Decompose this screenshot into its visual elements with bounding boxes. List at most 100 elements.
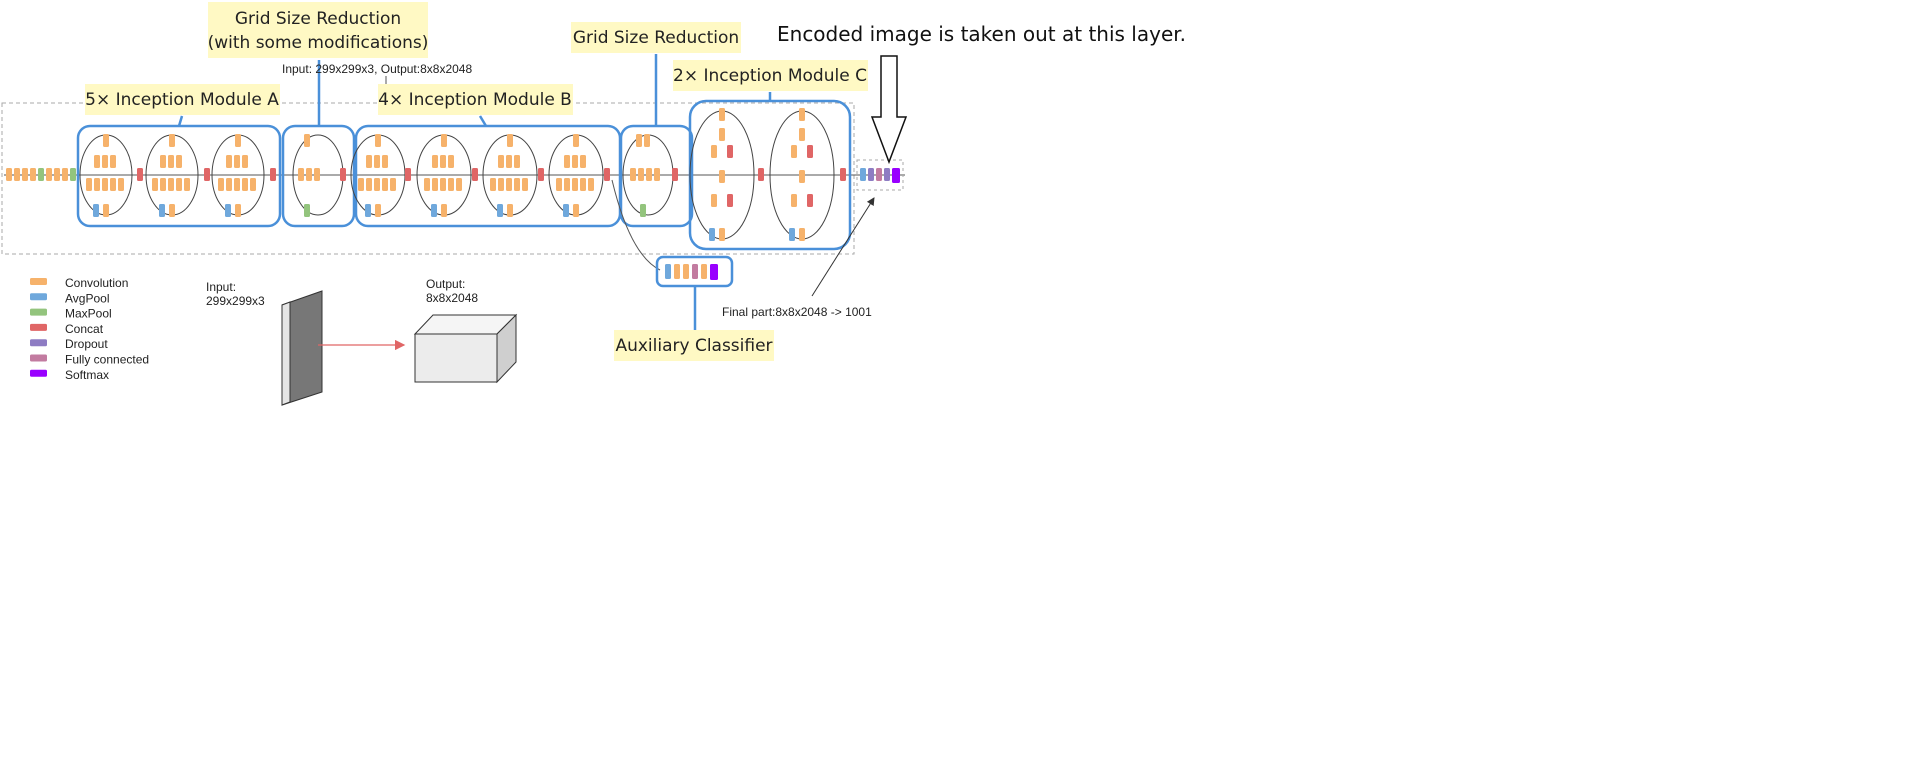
convolution-block (498, 178, 504, 191)
convolution-block (514, 155, 520, 168)
aux-classifier-blocks (665, 264, 718, 280)
convolution-block (683, 264, 689, 279)
convolution-block (235, 134, 241, 147)
callout-bg-module-a (85, 84, 280, 115)
concat-block (604, 168, 610, 181)
convolution-block (507, 134, 513, 147)
convolution-block (226, 178, 232, 191)
convolution-block (168, 155, 174, 168)
convolution-block (118, 178, 124, 191)
convolution-block (110, 155, 116, 168)
convolution-block (358, 178, 364, 191)
concat-block (137, 168, 143, 181)
convolution-block (102, 155, 108, 168)
legend-swatch (30, 323, 47, 331)
convolution-block (169, 134, 175, 147)
legend-label: Concat (65, 322, 104, 336)
input-label-line1: Input: (206, 280, 236, 294)
concat-block (758, 168, 764, 181)
output-tensor-sketch (413, 313, 518, 384)
convolution-block (636, 134, 642, 147)
fully-connected-block (876, 168, 882, 181)
callout-aux-classifier: Auxiliary Classifier (615, 336, 772, 356)
convolution-block (374, 178, 380, 191)
convolution-block (14, 168, 20, 181)
avgpool-block (159, 204, 165, 217)
avgpool-block (497, 204, 503, 217)
convolution-block (564, 178, 570, 191)
concat-block (840, 168, 846, 181)
convolution-block (573, 204, 579, 217)
legend-label: Dropout (65, 337, 108, 351)
dropout-block (884, 168, 890, 181)
convolution-block (160, 178, 166, 191)
convolution-block (588, 178, 594, 191)
convolution-block (176, 178, 182, 191)
convolution-block (644, 134, 650, 147)
callout-bg-reduction-2 (571, 22, 741, 53)
convolution-block (62, 168, 68, 181)
convolution-block (382, 155, 388, 168)
legend-label: Fully connected (65, 353, 149, 367)
grid-reduction-2-blocks (622, 134, 678, 217)
convolution-block (791, 145, 797, 158)
convolution-block (799, 108, 805, 121)
module-b-box (354, 124, 622, 228)
convolution-block (719, 228, 725, 241)
softmax-block (710, 264, 718, 280)
stem-layers (6, 168, 76, 181)
convolution-block (701, 264, 707, 279)
convolution-block (226, 155, 232, 168)
convolution-block (242, 178, 248, 191)
io-summary: Input: 299x299x3, Output:8x8x2048 (282, 62, 472, 76)
convolution-block (719, 108, 725, 121)
convolution-block (556, 178, 562, 191)
convolution-block (375, 204, 381, 217)
callout-bg-reduction-1 (208, 2, 428, 58)
convolution-block (441, 134, 447, 147)
module-a-blocks (79, 134, 276, 217)
concat-block (340, 168, 346, 181)
avgpool-block (225, 204, 231, 217)
convolution-block (490, 178, 496, 191)
convolution-block (234, 178, 240, 191)
convolution-block (580, 155, 586, 168)
grid-reduction-1-blocks (292, 134, 346, 217)
callout-bg-module-b (378, 84, 573, 115)
concat-block (727, 194, 733, 207)
convolution-block (94, 178, 100, 191)
convolution-block (103, 204, 109, 217)
concat-block (405, 168, 411, 181)
maxpool-block (38, 168, 44, 181)
callout-reduction-2: Grid Size Reduction (573, 28, 739, 48)
convolution-block (440, 155, 446, 168)
final-part-label: Final part:8x8x2048 -> 1001 (722, 305, 872, 319)
callout-module-b: 4× Inception Module B (378, 90, 572, 110)
input-label-line2: 299x299x3 (206, 294, 265, 308)
concat-block (807, 145, 813, 158)
convolution-block (799, 170, 805, 183)
concat-block (204, 168, 210, 181)
convolution-block (448, 178, 454, 191)
avgpool-block (789, 228, 795, 241)
convolution-block (564, 155, 570, 168)
convolution-block (573, 134, 579, 147)
convolution-block (448, 155, 454, 168)
legend-swatch (30, 293, 47, 301)
convolution-block (176, 155, 182, 168)
avgpool-block (860, 168, 866, 181)
legend-label: AvgPool (65, 291, 109, 305)
convolution-block (46, 168, 52, 181)
convolution-block (54, 168, 60, 181)
legend-label: Softmax (65, 368, 109, 382)
convolution-block (424, 178, 430, 191)
convolution-block (630, 168, 636, 181)
convolution-block (506, 155, 512, 168)
final-part-frame (856, 159, 904, 191)
convolution-block (242, 155, 248, 168)
convolution-block (791, 194, 797, 207)
convolution-block (719, 128, 725, 141)
convolution-block (298, 168, 304, 181)
legend-swatch (30, 354, 47, 362)
